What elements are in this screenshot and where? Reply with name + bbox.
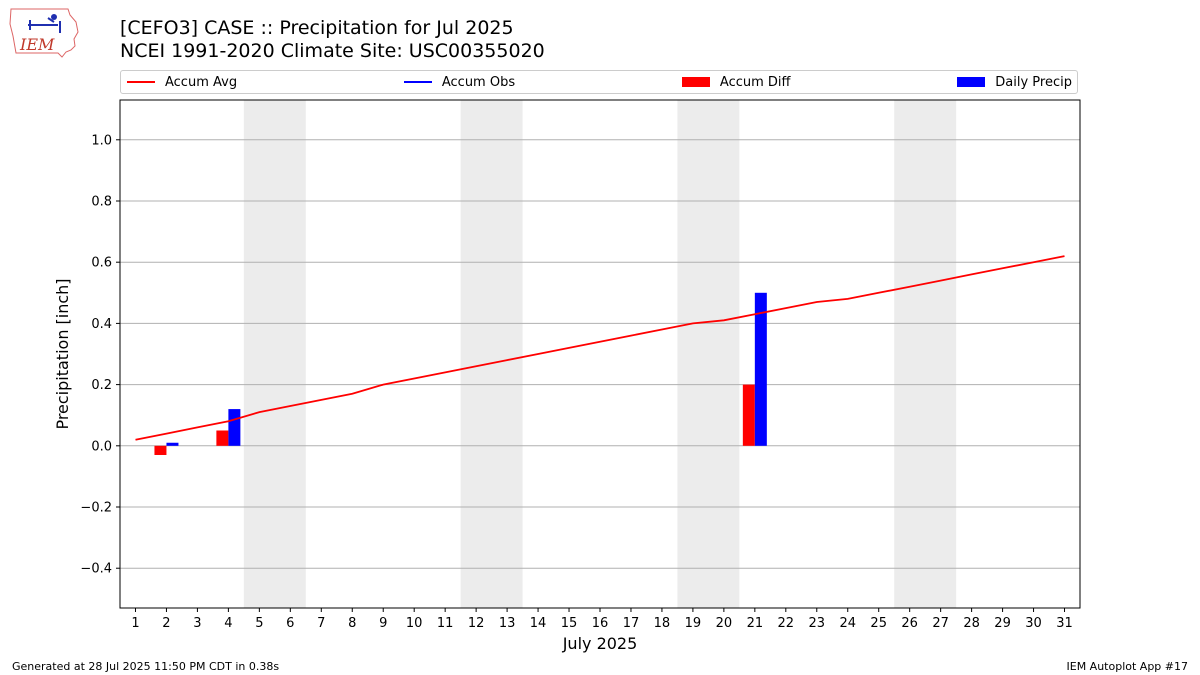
weekend-band bbox=[677, 100, 740, 608]
y-tick-label: −0.4 bbox=[80, 562, 112, 577]
daily-precip-bar bbox=[228, 409, 241, 446]
x-tick-label: 28 bbox=[963, 616, 980, 631]
iem-logo: IEM bbox=[9, 8, 79, 58]
x-tick-label: 26 bbox=[901, 616, 918, 631]
x-tick-label: 12 bbox=[468, 616, 485, 631]
daily-precip-bar bbox=[754, 292, 767, 446]
y-tick-label: 0.8 bbox=[91, 194, 112, 209]
y-tick-label: −0.2 bbox=[80, 501, 112, 516]
x-tick-label: 29 bbox=[994, 616, 1011, 631]
cloud-icon bbox=[51, 14, 57, 20]
chart-subtitle: NCEI 1991-2020 Climate Site: USC00355020 bbox=[120, 40, 545, 62]
x-tick-label: 10 bbox=[406, 616, 423, 631]
x-tick-label: 30 bbox=[1025, 616, 1042, 631]
y-tick-label: 0.6 bbox=[91, 256, 112, 271]
legend-swatch-accum-obs bbox=[403, 81, 432, 83]
x-tick-label: 25 bbox=[870, 616, 887, 631]
accum-diff-bar bbox=[216, 430, 229, 446]
accum-diff-bar bbox=[154, 445, 167, 455]
x-tick-label: 9 bbox=[379, 616, 387, 631]
x-tick-label: 19 bbox=[685, 616, 702, 631]
x-tick-label: 21 bbox=[747, 616, 764, 631]
weekend-band bbox=[243, 100, 306, 608]
x-tick-label: 31 bbox=[1056, 616, 1073, 631]
y-tick-label: 0.2 bbox=[91, 378, 112, 393]
legend-swatch-daily-precip bbox=[957, 77, 986, 87]
y-tick-label: 0.4 bbox=[91, 317, 112, 332]
x-tick-label: 13 bbox=[499, 616, 516, 631]
x-tick-label: 11 bbox=[437, 616, 454, 631]
legend-item-accum-diff: Accum Diff bbox=[681, 74, 791, 90]
x-tick-label: 15 bbox=[561, 616, 578, 631]
x-tick-label: 20 bbox=[716, 616, 733, 631]
iowa-outline-shape bbox=[9, 8, 79, 58]
y-axis-label: Precipitation [inch] bbox=[53, 278, 72, 429]
legend: Accum Avg Accum Obs Accum Diff Daily Pre… bbox=[120, 70, 1078, 94]
x-tick-label: 24 bbox=[839, 616, 856, 631]
legend-label-daily-precip: Daily Precip bbox=[995, 74, 1072, 90]
legend-item-accum-avg: Accum Avg bbox=[127, 75, 237, 90]
x-tick-label: 23 bbox=[809, 616, 826, 631]
x-tick-label: 14 bbox=[530, 616, 547, 631]
x-tick-label: 5 bbox=[255, 616, 263, 631]
x-tick-label: 8 bbox=[348, 616, 356, 631]
legend-swatch-accum-diff bbox=[681, 77, 710, 87]
y-tick-label: 0.0 bbox=[91, 439, 112, 454]
daily-precip-bar bbox=[166, 442, 179, 446]
x-tick-label: 1 bbox=[131, 616, 139, 631]
accum-avg-line bbox=[135, 255, 1065, 441]
weekend-band bbox=[460, 100, 523, 608]
legend-label-accum-obs: Accum Obs bbox=[441, 74, 516, 90]
x-tick-label: 18 bbox=[654, 616, 671, 631]
legend-item-daily-precip: Daily Precip bbox=[957, 75, 1072, 90]
legend-label-accum-avg: Accum Avg bbox=[165, 74, 238, 90]
x-tick-label: 16 bbox=[592, 616, 609, 631]
x-tick-label: 7 bbox=[317, 616, 325, 631]
footer-app-text: IEM Autoplot App #17 bbox=[1066, 660, 1189, 673]
x-tick-label: 22 bbox=[778, 616, 795, 631]
legend-swatch-accum-avg bbox=[127, 81, 155, 83]
chart-title: [CEFO3] CASE :: Precipitation for Jul 20… bbox=[120, 17, 514, 39]
x-axis-label: July 2025 bbox=[562, 634, 638, 653]
accum-diff-bar bbox=[742, 384, 755, 446]
weather-station-icon bbox=[28, 17, 61, 33]
x-tick-label: 4 bbox=[224, 616, 232, 631]
x-tick-label: 3 bbox=[193, 616, 201, 631]
weekend-band bbox=[894, 100, 957, 608]
x-tick-label: 27 bbox=[932, 616, 949, 631]
footer-generated-text: Generated at 28 Jul 2025 11:50 PM CDT in… bbox=[12, 660, 280, 673]
x-tick-label: 2 bbox=[162, 616, 170, 631]
legend-label-accum-diff: Accum Diff bbox=[719, 74, 791, 90]
legend-item-accum-obs: Accum Obs bbox=[403, 74, 516, 90]
logo-text: IEM bbox=[19, 35, 55, 54]
x-tick-label: 17 bbox=[623, 616, 640, 631]
x-tick-label: 6 bbox=[286, 616, 294, 631]
y-tick-label: 1.0 bbox=[91, 133, 112, 148]
